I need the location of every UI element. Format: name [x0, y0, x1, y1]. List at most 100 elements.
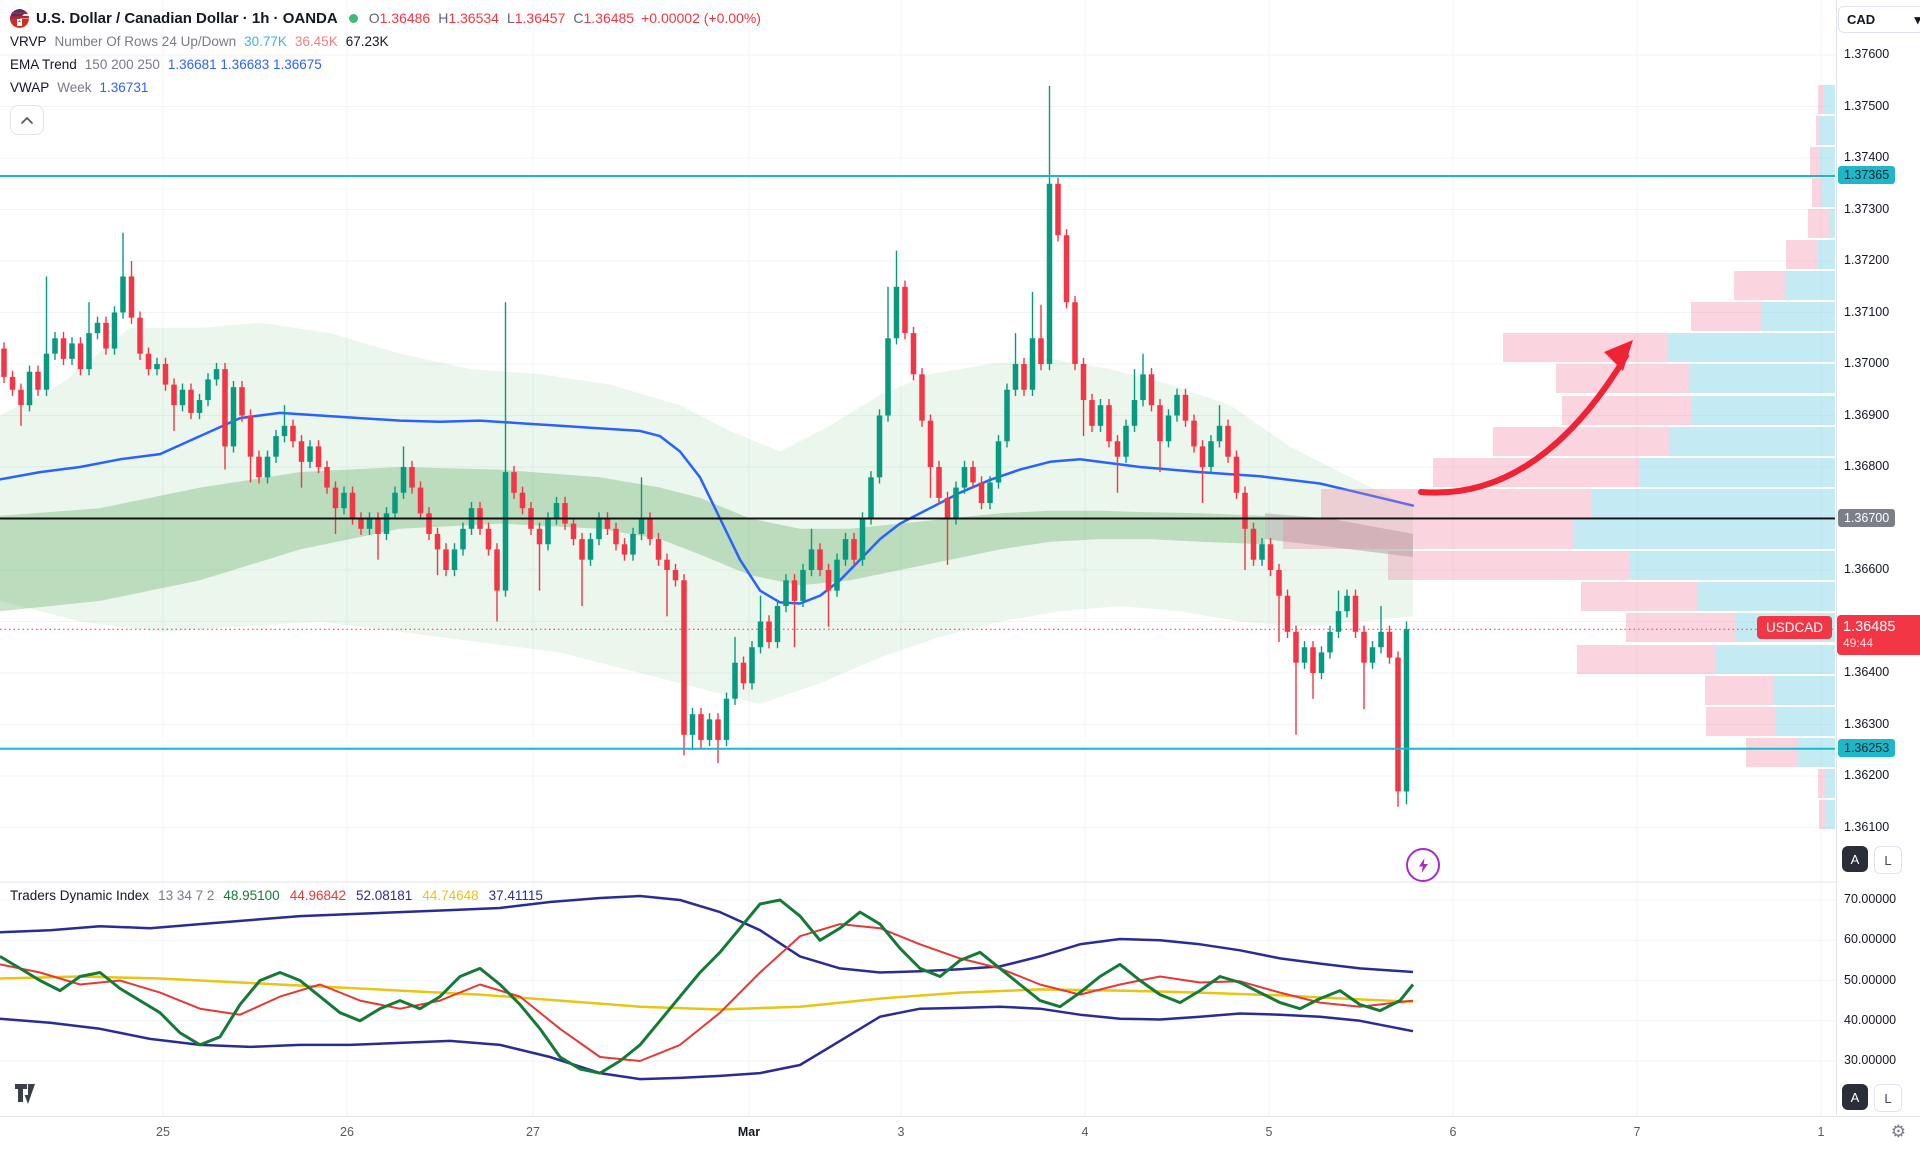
- vp-down-row: [1810, 147, 1820, 176]
- support-price-label[interactable]: 1.36253: [1838, 738, 1896, 757]
- tdi-pane: [0, 894, 1415, 1081]
- tdi-tick-label: 60.00000: [1844, 932, 1897, 947]
- grid-lines: [0, 0, 1835, 1115]
- time-tick-label: 27: [526, 1125, 540, 1139]
- vp-up-row: [1818, 240, 1835, 269]
- symbol-row[interactable]: U.S. Dollar / Canadian Dollar · 1h · OAN…: [10, 6, 761, 30]
- tdi-tick-label: 30.00000: [1844, 1053, 1897, 1067]
- vp-down-row: [1283, 520, 1574, 549]
- symbol-title[interactable]: U.S. Dollar / Canadian Dollar · 1h · OAN…: [36, 9, 338, 27]
- price-tick-label: 1.37500: [1844, 98, 1890, 113]
- indicator-row-ema[interactable]: EMA Trend 150 200 250 1.36681 1.36683 1.…: [10, 57, 322, 72]
- time-tick-label: 6: [1449, 1125, 1457, 1139]
- vp-down-row: [1818, 769, 1825, 798]
- chart-legend: U.S. Dollar / Canadian Dollar · 1h · OAN…: [10, 6, 761, 135]
- lower-band: [0, 1005, 1414, 1081]
- vp-up-row: [1773, 676, 1835, 705]
- symbol-price-chip[interactable]: USDCAD: [1757, 616, 1833, 640]
- legend-collapse-button[interactable]: [10, 105, 44, 135]
- vp-up-row: [1762, 302, 1835, 331]
- vp-down-row: [1786, 240, 1818, 269]
- vp-up-row: [1826, 800, 1835, 829]
- bar-countdown: 49:44: [1843, 636, 1874, 651]
- vp-up-row: [1629, 551, 1835, 580]
- vp-up-row: [1697, 582, 1835, 611]
- pivot-price-label[interactable]: 1.36700: [1838, 508, 1896, 527]
- price-tick-label: 1.37600: [1844, 47, 1890, 61]
- log-scale-button[interactable]: L: [1874, 1084, 1902, 1112]
- rsi-line: [0, 898, 1415, 1075]
- vp-down-row: [1818, 85, 1823, 114]
- main-pane-scale-toggles: A L: [1842, 846, 1902, 874]
- vp-up-row: [1691, 396, 1835, 425]
- lightning-alert-icon[interactable]: [1406, 848, 1440, 882]
- auto-scale-button[interactable]: A: [1842, 1084, 1868, 1110]
- vp-up-row: [1786, 271, 1835, 300]
- vp-down-row: [1691, 302, 1762, 331]
- vp-down-row: [1577, 645, 1715, 674]
- time-tick-label: 3: [897, 1125, 905, 1139]
- vp-up-row: [1822, 178, 1835, 207]
- vp-up-row: [1829, 209, 1835, 238]
- upper-band: [0, 894, 1414, 974]
- price-axis[interactable]: 1.37600 1.37500 1.37400 1.37300 1.37200 1.371…: [1836, 0, 1920, 1115]
- auto-scale-button[interactable]: A: [1842, 846, 1868, 872]
- tdi-tick-label: 70.00000: [1844, 892, 1897, 906]
- log-scale-button[interactable]: L: [1874, 846, 1902, 874]
- price-tick-label: 1.36300: [1844, 716, 1890, 731]
- vp-down-row: [1581, 582, 1697, 611]
- time-axis[interactable]: ⚙ 25 26 27 Mar 3 4 5 6 7 1: [0, 1116, 1920, 1151]
- market-base-line: [0, 975, 1414, 1011]
- indicator-row-vrvp[interactable]: VRVP Number Of Rows 24 Up/Down 30.77K 36…: [10, 34, 389, 49]
- vp-up-row: [1776, 707, 1835, 736]
- vp-down-row: [1706, 707, 1776, 736]
- vp-up-row: [1715, 645, 1835, 674]
- price-tick-label: 1.36400: [1844, 665, 1890, 679]
- vp-down-row: [1816, 116, 1820, 145]
- price-tick-label: 1.36600: [1844, 562, 1890, 576]
- time-tick-label: 7: [1633, 1125, 1641, 1139]
- gear-icon[interactable]: ⚙: [1890, 1122, 1906, 1141]
- change-value: +0.00002 (+0.00%): [641, 10, 761, 26]
- vp-down-row: [1808, 209, 1829, 238]
- vp-down-row: [1746, 738, 1798, 767]
- vp-down-row: [1388, 551, 1629, 580]
- vp-down-row: [1819, 800, 1826, 829]
- price-tick-label: 1.37300: [1844, 201, 1890, 216]
- vp-down-row: [1734, 271, 1786, 300]
- price-tick-label: 1.36900: [1844, 407, 1890, 422]
- indicator-row-vwap[interactable]: VWAP Week 1.36731: [10, 80, 149, 95]
- price-pane: [0, 322, 1415, 704]
- market-status-icon: [348, 13, 358, 23]
- price-tick-label: 1.36100: [1844, 819, 1890, 834]
- vp-up-row: [1592, 489, 1835, 518]
- vp-down-row: [1626, 613, 1735, 642]
- vrvp-down-volume: 36.45K: [294, 34, 338, 49]
- ema-cloud-gray: [1265, 513, 1413, 558]
- tradingview-logo[interactable]: [14, 1082, 40, 1111]
- time-tick-label: 4: [1081, 1125, 1089, 1139]
- vp-down-row: [1493, 427, 1669, 456]
- level-lines: [0, 175, 1835, 750]
- price-tick-label: 1.36200: [1844, 768, 1890, 782]
- time-tick-label: 5: [1265, 1125, 1273, 1139]
- ema-values: 1.36681 1.36683 1.36675: [167, 57, 322, 72]
- time-tick-label: Mar: [737, 1125, 761, 1139]
- time-tick-label: 26: [340, 1125, 354, 1139]
- tdi-legend[interactable]: Traders Dynamic Index 13 34 7 2 48.95100…: [10, 888, 553, 903]
- vp-up-row: [1820, 147, 1835, 176]
- vrvp-up-volume: 30.77K: [244, 34, 287, 49]
- resistance-price-label[interactable]: 1.37365: [1838, 166, 1896, 185]
- vp-up-row: [1689, 364, 1835, 393]
- vp-down-row: [1433, 458, 1640, 487]
- vp-up-row: [1798, 738, 1835, 767]
- price-tick-label: 1.36800: [1844, 459, 1890, 473]
- currency-selector[interactable]: CAD ▾: [1838, 6, 1920, 33]
- ema-cloud-green: [0, 467, 1265, 612]
- price-tick-label: 1.37100: [1844, 304, 1890, 319]
- time-tick-label: 25: [156, 1125, 170, 1139]
- vp-up-row: [1825, 769, 1835, 798]
- volume-profile: [1283, 85, 1835, 829]
- vwap-value: 1.36731: [99, 80, 149, 95]
